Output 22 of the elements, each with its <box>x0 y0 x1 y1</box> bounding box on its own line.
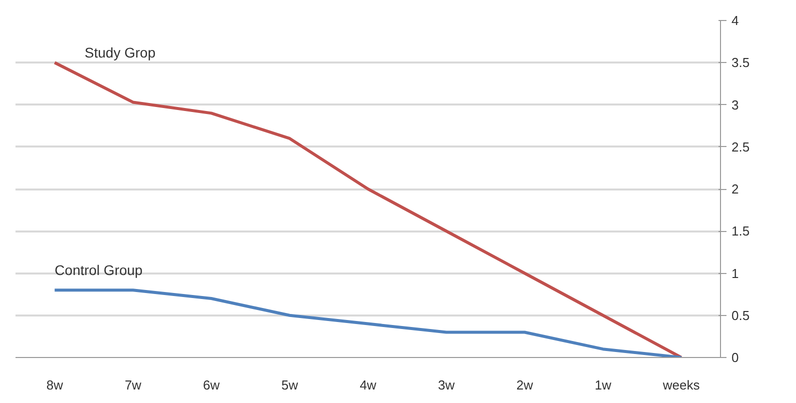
y-tick-label: 2 <box>732 182 739 196</box>
x-tick-label: 6w <box>203 378 220 392</box>
x-tick-label: 4w <box>360 378 377 392</box>
y-tick-label: 1 <box>732 266 739 281</box>
y-tick-label: 0 <box>732 350 739 365</box>
y-tick-label: 3.5 <box>732 55 750 70</box>
x-tick-label: weeks <box>662 378 700 392</box>
y-tick-label: 4 <box>732 13 739 28</box>
y-tick-label: 0.5 <box>732 308 750 323</box>
line-series <box>53 61 683 358</box>
y-tick-label: 2.5 <box>732 139 750 154</box>
x-tick-label: 3w <box>438 378 456 392</box>
x-tick-label: 2w <box>516 378 534 392</box>
series-label: Study Grop <box>84 44 156 61</box>
x-tick-label: 5w <box>281 378 299 392</box>
series-label: Control Group <box>54 262 143 278</box>
x-tick-label: 8w <box>46 378 64 392</box>
x-tick-label: 7w <box>124 378 142 392</box>
y-tick-label: 3 <box>732 97 739 112</box>
y-tick-label: 1.5 <box>732 224 750 239</box>
x-tick-label: 1w <box>594 378 612 392</box>
line-series <box>53 288 683 358</box>
